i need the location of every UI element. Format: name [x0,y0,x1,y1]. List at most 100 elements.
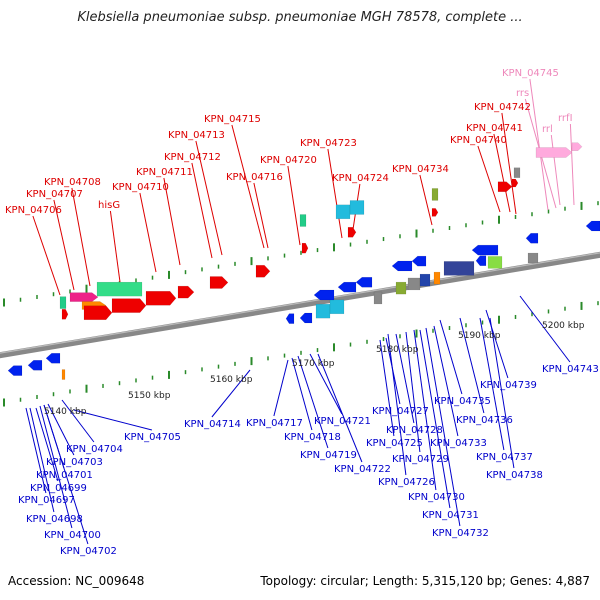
label-connector-line [109,210,121,283]
gene-label: KPN_04729 [392,454,449,465]
accession-text: Accession: NC_009648 [8,574,145,588]
gene-feature[interactable] [585,220,600,232]
gene-label: KPN_04725 [366,438,423,449]
gene-feature[interactable] [419,273,431,287]
gene-feature[interactable] [391,260,413,272]
gene-feature[interactable] [431,208,439,217]
gene-feature[interactable] [27,360,43,371]
label-connector-line [53,199,75,291]
gene-feature[interactable] [111,298,147,313]
gene-feature[interactable] [443,261,475,276]
guide-ticks [3,201,599,407]
gene-feature[interactable] [145,290,177,306]
gene-label: KPN_04718 [284,432,341,443]
gene-feature[interactable] [45,353,61,364]
gene-label: hisG [98,200,120,211]
gene-feature[interactable] [535,147,573,158]
gene-feature[interactable] [475,255,487,266]
gene-feature[interactable] [355,277,373,288]
gene-feature[interactable] [395,281,407,295]
label-connector-line [387,333,407,476]
gene-label: KPN_04708 [44,177,101,188]
gene-feature[interactable] [433,271,441,285]
label-connector-line [327,148,343,239]
gene-feature[interactable] [7,365,23,376]
gene-feature[interactable] [209,276,229,289]
gene-feature[interactable] [335,204,351,220]
gene-label: KPN_04722 [334,464,391,475]
gene-feature[interactable] [61,369,66,380]
gene-label: KPN_04734 [392,164,449,175]
gene-feature[interactable] [471,244,499,256]
label-connector-line [195,140,223,256]
gene-feature[interactable] [431,188,439,201]
label-connector-line [163,177,181,266]
gene-feature[interactable] [511,178,519,188]
label-connector-line [425,327,461,527]
gene-label: KPN_04720 [260,155,317,166]
gene-features[interactable] [7,142,600,380]
gene-label: KPN_04712 [164,152,221,163]
label-connector-line [309,353,343,415]
label-connector-line [405,331,421,453]
gene-feature[interactable] [571,142,583,151]
gene-label: KPN_04701 [36,470,93,481]
label-connector-line [25,407,47,494]
gene-feature[interactable] [69,292,99,302]
gene-feature[interactable] [407,277,421,291]
gene-label: KPN_04735 [434,396,491,407]
gene-label: KPN_04713 [168,130,225,141]
scale-label-5200: 5200 kbp [542,321,585,331]
label-connector-line [419,329,451,509]
label-connector-line [529,78,549,211]
gene-feature[interactable] [177,285,195,299]
gene-feature[interactable] [285,313,295,324]
gene-feature[interactable] [59,296,67,309]
gene-feature[interactable] [329,299,345,315]
label-connector-line [39,405,73,529]
gene-label: KPN_04698 [26,514,83,525]
gene-feature[interactable] [61,309,69,320]
gene-feature[interactable] [301,242,309,254]
label-connector-line [485,309,509,379]
genome-backbone [0,251,600,359]
gene-feature[interactable] [315,303,331,319]
gene-label: rrs [516,88,529,99]
gene-label: KPN_04739 [480,380,537,391]
gene-feature[interactable] [96,281,143,297]
gene-feature[interactable] [527,252,539,264]
gene-feature[interactable] [337,281,357,293]
gene-label: KPN_04745 [502,68,559,79]
gene-feature[interactable] [299,214,307,227]
gene-feature[interactable] [299,312,313,324]
gene-feature[interactable] [497,181,513,192]
gene-feature[interactable] [313,289,335,301]
gene-label: KPN_04697 [18,495,75,506]
gene-label: KPN_04731 [422,510,479,521]
gene-feature[interactable] [525,232,539,244]
gene-label: KPN_04704 [66,444,123,455]
gene-label: KPN_04740 [450,135,507,146]
label-connector-line [479,317,505,451]
gene-feature[interactable] [411,255,427,267]
gene-feature[interactable] [349,200,365,215]
gene-label: KPN_04732 [432,528,489,539]
label-connector-line [291,357,313,431]
gene-feature[interactable] [487,256,503,269]
gene-label: KPN_04706 [5,205,62,216]
gene-label: KPN_04728 [386,425,443,436]
gene-feature[interactable] [347,227,357,238]
label-connector-line [231,124,265,249]
gene-label: KPN_04716 [226,172,283,183]
gene-feature[interactable] [83,305,113,321]
label-connector-line [139,192,157,273]
genome-summary: Topology: circular; Length: 5,315,120 bp… [260,574,590,588]
gene-label: KPN_04719 [300,450,357,461]
gene-label: KPN_04737 [476,452,533,463]
gene-feature[interactable] [255,264,271,278]
gene-feature[interactable] [373,291,383,305]
gene-feature[interactable] [513,167,521,178]
label-connector-line [413,329,437,491]
label-connector-line [61,399,95,443]
